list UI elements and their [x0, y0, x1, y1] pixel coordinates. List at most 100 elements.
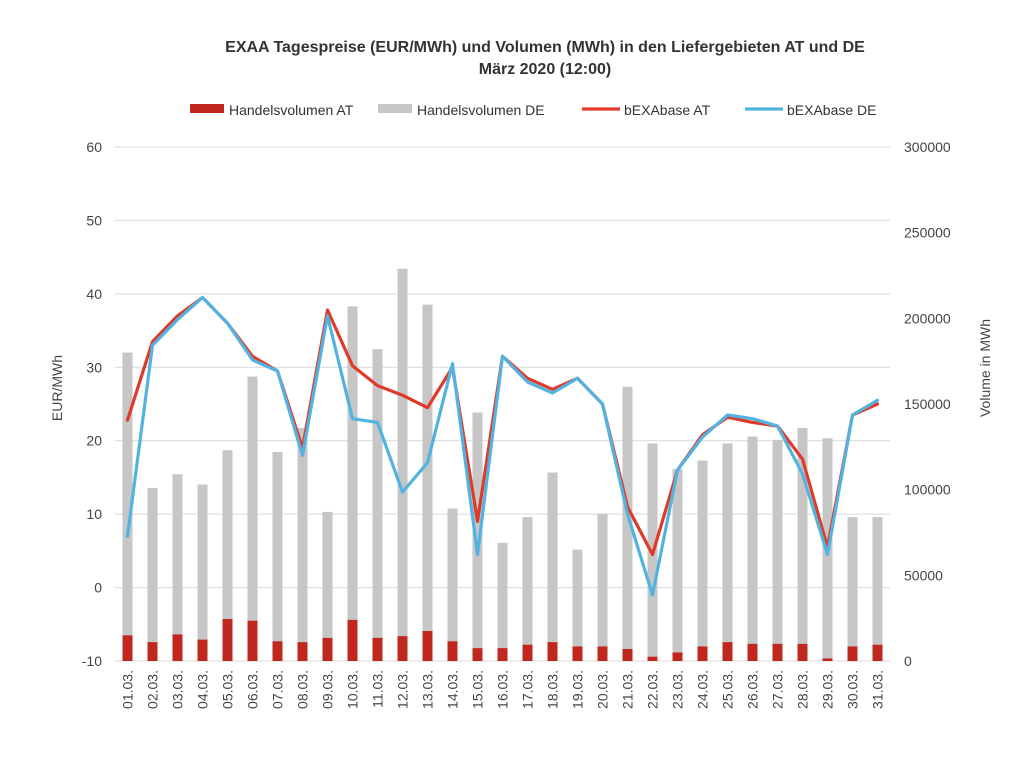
- x-tick-label: 29.03.: [820, 670, 836, 709]
- bar-handelsvolumen-de: [697, 460, 708, 661]
- bar-handelsvolumen-at: [722, 642, 733, 661]
- bar-handelsvolumen-de: [172, 474, 183, 661]
- x-tick-label: 27.03.: [770, 670, 786, 709]
- x-tick-label: 05.03.: [220, 670, 236, 709]
- x-tick-label: 15.03.: [470, 670, 486, 709]
- x-tick-label: 01.03.: [120, 670, 136, 709]
- legend-label: Handelsvolumen AT: [229, 102, 354, 118]
- x-tick-label: 18.03.: [545, 670, 561, 709]
- bar-handelsvolumen-at: [322, 637, 333, 661]
- bar-handelsvolumen-de: [297, 427, 308, 661]
- y2-tick-label: 0: [904, 653, 912, 669]
- bar-handelsvolumen-at: [622, 649, 633, 661]
- x-tick-label: 28.03.: [795, 670, 811, 709]
- y2-tick-label: 100000: [904, 482, 951, 498]
- bar-handelsvolumen-de: [372, 349, 383, 661]
- legend-label: Handelsvolumen DE: [417, 102, 545, 118]
- bar-handelsvolumen-de: [872, 517, 883, 661]
- legend-item-bexabase-de: bEXAbase DE: [745, 102, 877, 118]
- bar-handelsvolumen-de: [572, 549, 583, 661]
- line-bexabase-de: [125, 295, 880, 597]
- bar-handelsvolumen-de: [522, 517, 533, 661]
- y-tick-label: 50: [86, 212, 102, 228]
- y-tick-label: 40: [86, 286, 102, 302]
- bars: [122, 268, 883, 661]
- x-tick-label: 08.03.: [295, 670, 311, 709]
- bar-handelsvolumen-de: [147, 487, 158, 661]
- x-tick-label: 03.03.: [170, 670, 186, 709]
- x-tick-label: 04.03.: [195, 670, 211, 709]
- x-tick-label: 13.03.: [420, 670, 436, 709]
- bar-handelsvolumen-at: [397, 636, 408, 661]
- gridlines: [115, 146, 890, 662]
- y2-tick-label: 250000: [904, 225, 951, 241]
- y-tick-label: -10: [82, 653, 102, 669]
- bar-handelsvolumen-de: [222, 450, 233, 661]
- y-tick-label: 30: [86, 359, 102, 375]
- x-tick-label: 19.03.: [570, 670, 586, 709]
- bar-handelsvolumen-de: [347, 306, 358, 661]
- bar-handelsvolumen-de: [672, 469, 683, 661]
- bar-handelsvolumen-de: [447, 508, 458, 661]
- y2-tick-label: 200000: [904, 310, 951, 326]
- bar-handelsvolumen-de: [397, 268, 408, 661]
- bar-handelsvolumen-de: [722, 443, 733, 661]
- bar-handelsvolumen-at: [422, 631, 433, 661]
- x-tick-label: 10.03.: [345, 670, 361, 709]
- bar-handelsvolumen-at: [547, 642, 558, 661]
- x-tick-label: 06.03.: [245, 670, 261, 709]
- x-tick-label: 02.03.: [145, 670, 161, 709]
- bar-handelsvolumen-de: [747, 436, 758, 661]
- legend-item-handelsvolumen-de: Handelsvolumen DE: [378, 102, 545, 118]
- x-tick-label: 11.03.: [370, 670, 386, 708]
- bar-handelsvolumen-at: [247, 620, 258, 661]
- bar-handelsvolumen-at: [597, 646, 608, 661]
- bar-handelsvolumen-at: [772, 643, 783, 661]
- legend-label: bEXAbase AT: [624, 102, 711, 118]
- bar-handelsvolumen-de: [322, 511, 333, 661]
- bar-handelsvolumen-at: [522, 644, 533, 661]
- y2-axis-label: Volume in MWh: [977, 319, 993, 417]
- right-axis-ticks: 0 50000 100000 150000 200000 250000 300000: [904, 139, 951, 669]
- bar-handelsvolumen-de: [197, 484, 208, 661]
- y-tick-label: 20: [86, 433, 102, 449]
- x-axis-ticks: 01.03. 02.03. 03.03. 04.03. 05.03. 06.03. 07.0…: [120, 670, 886, 709]
- bar-handelsvolumen-at: [297, 642, 308, 661]
- left-axis-ticks: -10 0 10 20 30 40 50 60: [82, 139, 102, 669]
- x-tick-label: 17.03.: [520, 670, 536, 709]
- bar-handelsvolumen-at: [122, 635, 133, 661]
- bar-handelsvolumen-at: [472, 648, 483, 661]
- y2-tick-label: 50000: [904, 567, 943, 583]
- bar-handelsvolumen-de: [597, 513, 608, 661]
- x-tick-label: 21.03.: [620, 670, 636, 709]
- chart-subtitle: März 2020 (12:00): [479, 61, 612, 78]
- x-tick-label: 16.03.: [495, 670, 511, 709]
- bar-handelsvolumen-at: [147, 642, 158, 661]
- bar-handelsvolumen-at: [747, 643, 758, 661]
- bar-handelsvolumen-at: [497, 648, 508, 661]
- bar-handelsvolumen-de: [247, 376, 258, 661]
- bar-handelsvolumen-de: [847, 517, 858, 661]
- bar-handelsvolumen-at: [572, 646, 583, 661]
- legend-swatch: [378, 104, 412, 113]
- y-axis-label: EUR/MWh: [49, 355, 65, 421]
- bar-handelsvolumen-at: [347, 619, 358, 661]
- bar-handelsvolumen-at: [447, 641, 458, 661]
- bar-handelsvolumen-at: [672, 652, 683, 661]
- legend: Handelsvolumen AT Handelsvolumen DE bEXAba…: [190, 102, 877, 118]
- y-tick-label: 0: [94, 580, 102, 596]
- x-tick-label: 31.03.: [870, 670, 886, 709]
- y-tick-label: 60: [86, 139, 102, 155]
- legend-label: bEXAbase DE: [787, 102, 877, 118]
- x-tick-label: 14.03.: [445, 670, 461, 709]
- x-tick-label: 20.03.: [595, 670, 611, 709]
- x-tick-label: 25.03.: [720, 670, 736, 709]
- bar-handelsvolumen-at: [222, 619, 233, 661]
- x-tick-label: 07.03.: [270, 670, 286, 709]
- bar-handelsvolumen-at: [372, 637, 383, 661]
- bar-handelsvolumen-de: [797, 427, 808, 661]
- bar-handelsvolumen-at: [697, 646, 708, 661]
- x-tick-label: 12.03.: [395, 670, 411, 709]
- bar-handelsvolumen-at: [872, 644, 883, 661]
